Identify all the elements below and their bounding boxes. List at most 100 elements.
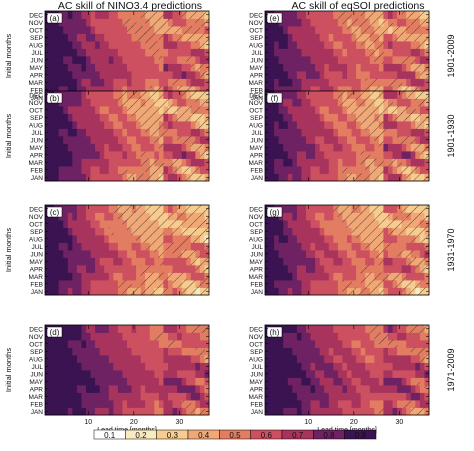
heatmap-cell [310,48,316,57]
month-label: DEC [249,326,263,333]
heatmap-cell [310,158,316,167]
heatmap-cell [163,91,169,99]
heatmap-cell [104,257,110,266]
heatmap-cell [140,332,146,341]
heatmap-cell [369,56,375,64]
significance-hatch [369,242,375,251]
month-label: SEP [30,35,43,42]
heatmap-cell [127,63,132,72]
heatmap-cell [310,91,316,99]
significance-hatch [195,235,201,243]
heatmap-cell [58,407,64,416]
heatmap-cell [383,63,389,72]
heatmap-cell [163,407,169,416]
heatmap-cell [145,332,151,341]
significance-hatch [374,78,380,87]
heatmap-cell [292,91,298,99]
significance-hatch [195,113,201,122]
heatmap-cell [63,347,69,356]
heatmap-cell [360,86,366,94]
heatmap-cell [104,128,110,137]
significance-hatch [158,235,164,243]
heatmap-cell [90,18,96,27]
heatmap-cell [168,121,173,129]
heatmap-cell [58,377,64,386]
heatmap-cell [369,250,375,258]
heatmap-cell [401,158,407,167]
heatmap-cell [67,18,73,27]
heatmap-cell [199,136,205,144]
heatmap-cell [356,355,362,363]
heatmap-cell [365,56,371,64]
heatmap-cell [306,340,311,348]
heatmap-cell [113,400,119,408]
significance-hatch [195,26,201,34]
heatmap-cell [168,166,173,174]
heatmap-cell [315,158,321,167]
heatmap-cell [328,143,334,152]
significance-hatch [342,98,348,107]
month-label: NOV [29,20,44,27]
heatmap-cell [351,370,357,378]
heatmap-cell [369,143,375,152]
heatmap-cell [388,400,393,408]
heatmap-cell [168,33,173,42]
significance-hatch [374,280,380,288]
heatmap-cell [392,63,398,72]
heatmap-cell [337,158,343,167]
heatmap-cell [301,257,307,266]
heatmap-cell [172,136,178,144]
heatmap-cell [378,78,384,87]
heatmap-cell [108,11,114,19]
heatmap-cell [113,362,119,371]
heatmap-cell [315,347,321,356]
heatmap-cell [140,56,146,64]
heatmap-cell [365,385,371,393]
significance-hatch [388,212,393,221]
heatmap-cell [67,242,73,251]
heatmap-cell [145,56,151,64]
heatmap-cell [136,362,142,371]
heatmap-cell [324,280,330,288]
lead-tick-label: 30 [395,419,403,426]
significance-hatch [406,227,412,236]
heatmap-cell [81,377,87,386]
heatmap-cell [333,242,339,251]
heatmap-cell [301,128,307,137]
heatmap-cell [419,370,425,378]
heatmap-cell [347,400,352,408]
significance-hatch [365,272,371,281]
heatmap-cell [296,362,302,371]
heatmap-cell [177,63,183,72]
heatmap-cell [342,136,348,144]
heatmap-cell [306,18,311,27]
heatmap-cell [149,250,155,258]
heatmap-cell [76,63,82,72]
heatmap-cell [172,407,178,416]
initial-months-label: Initial months [4,34,13,78]
significance-hatch [158,121,164,129]
significance-hatch [397,158,403,167]
heatmap-cell [392,151,398,159]
heatmap-cell [49,106,55,114]
heatmap-cell [401,370,407,378]
heatmap-cell [315,106,321,114]
heatmap-cell [140,128,146,137]
significance-hatch [149,280,155,288]
heatmap-cell [388,370,393,378]
significance-hatch [356,173,362,182]
heatmap-cell [117,33,123,42]
heatmap-cell [333,362,339,371]
heatmap-cell [319,347,325,356]
heatmap-cell [342,63,348,72]
heatmap-cell [369,332,375,341]
heatmap-cell [319,26,325,34]
heatmap-cell [351,86,357,94]
heatmap-cell [86,136,91,144]
heatmap-cell [108,56,114,64]
heatmap-cell [104,242,110,251]
significance-hatch [415,212,421,221]
heatmap-cell [113,370,119,378]
heatmap-cell [356,158,362,167]
heatmap-cell [104,48,110,57]
